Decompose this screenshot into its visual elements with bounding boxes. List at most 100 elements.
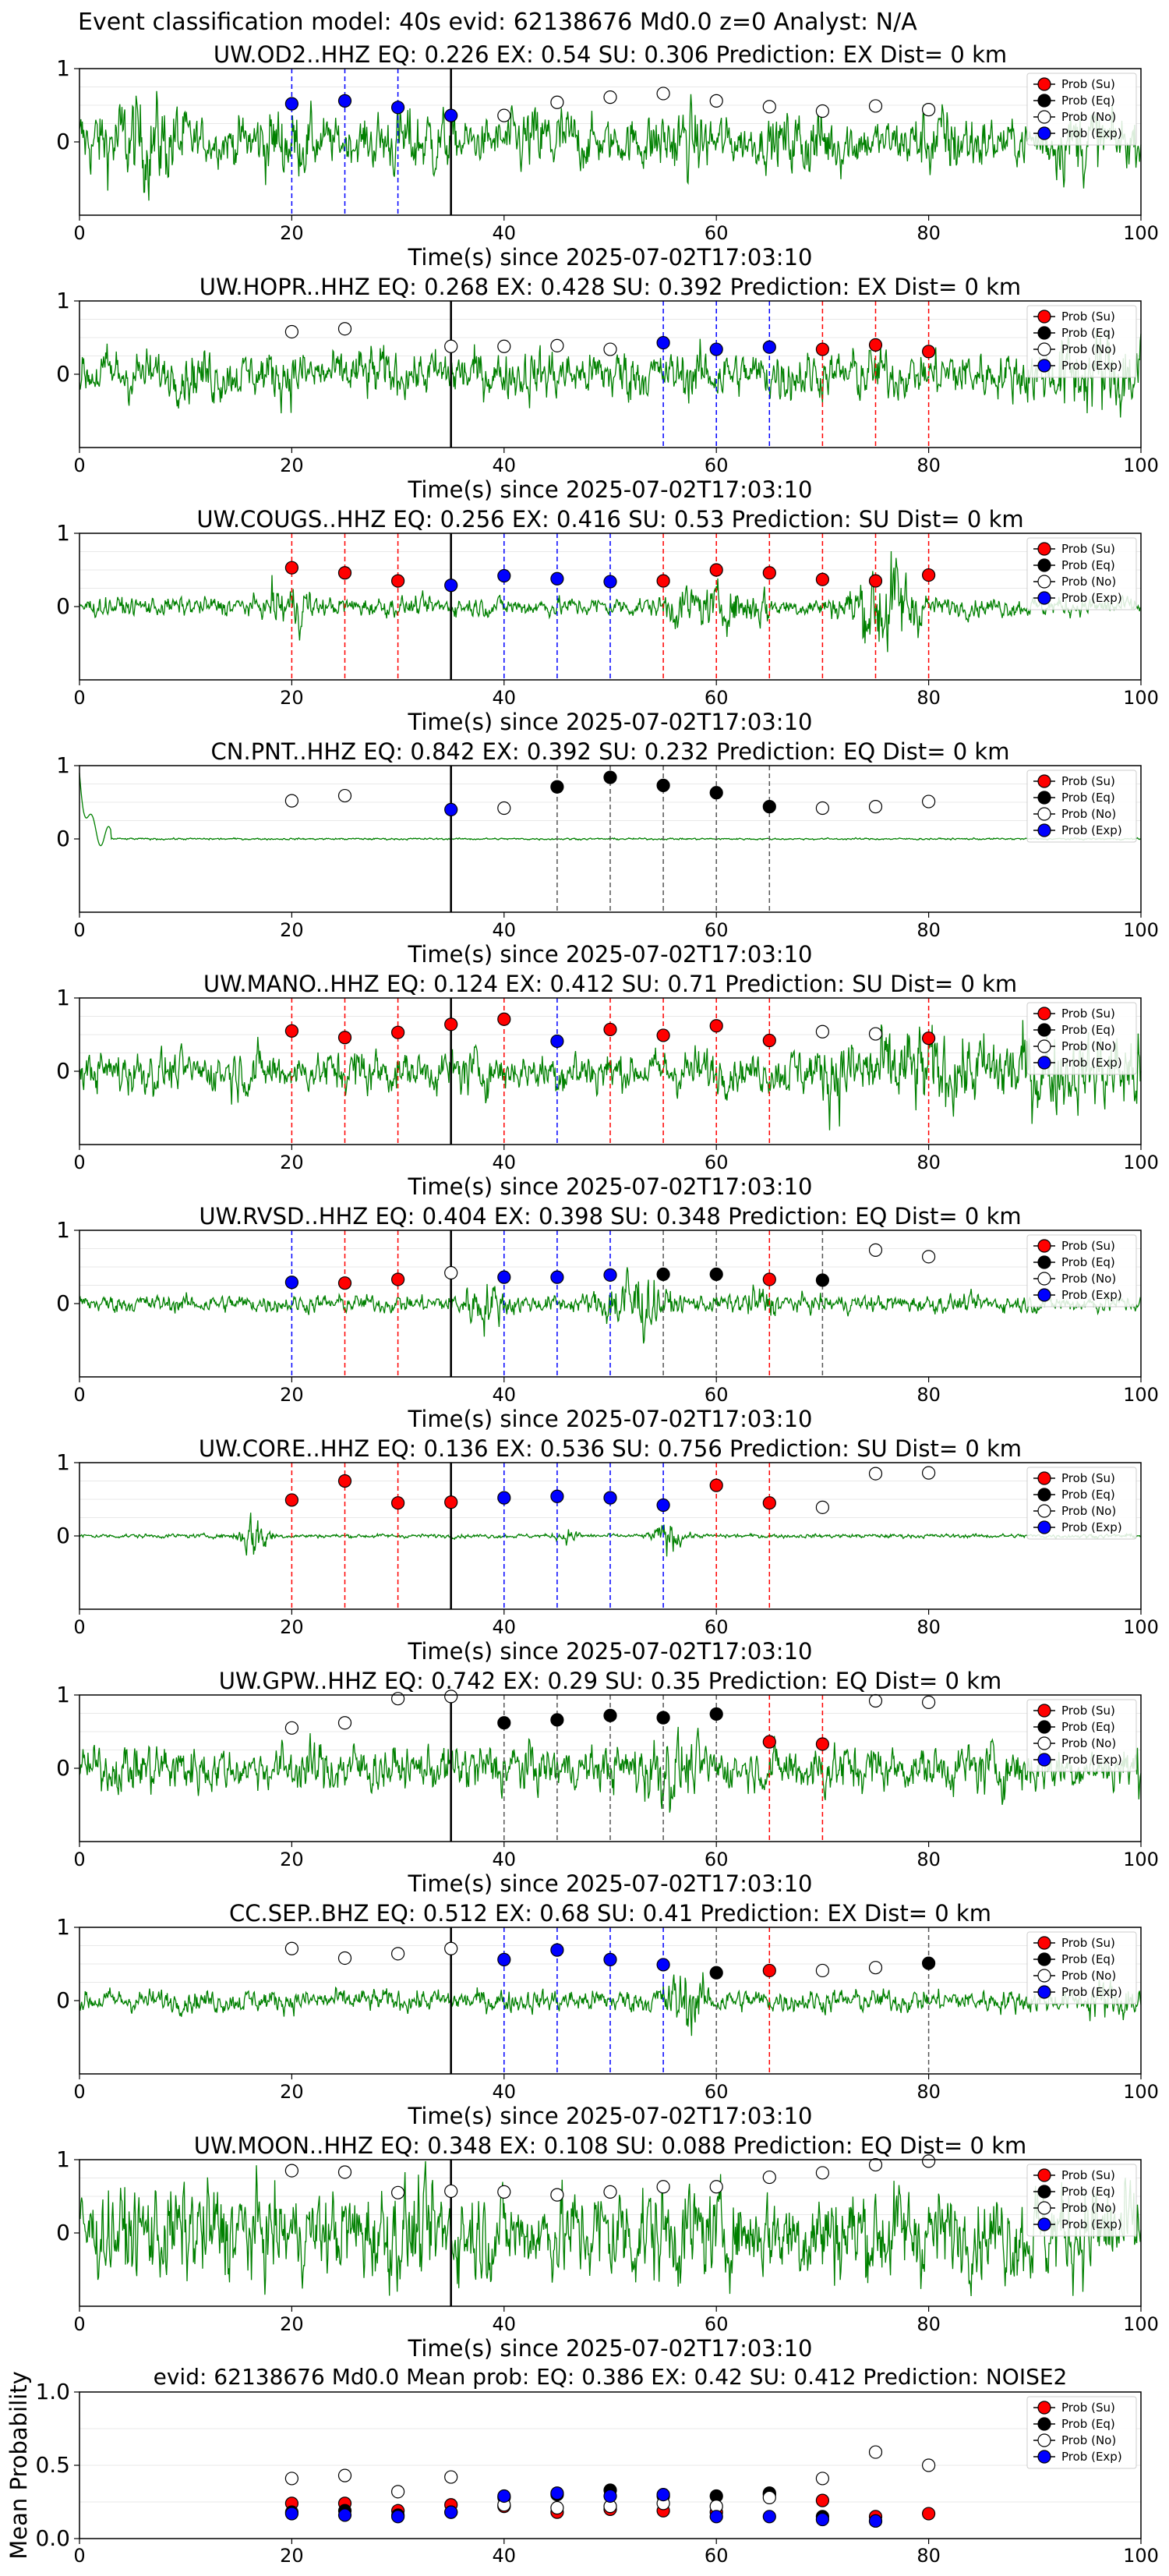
probability-point — [815, 1737, 830, 1751]
probability-point — [709, 1707, 723, 1721]
legend-label-exp: Prob (Exp) — [1061, 591, 1122, 605]
legend-box — [1026, 537, 1137, 610]
x-tick-label: 40 — [493, 2545, 517, 2567]
legend-label-no: Prob (No) — [1061, 1969, 1116, 1983]
probability-point — [337, 788, 352, 803]
legend-label-eq: Prob (Eq) — [1061, 1255, 1115, 1269]
legend-label-eq: Prob (Eq) — [1061, 1720, 1115, 1734]
legend-label-su: Prob (Su) — [1061, 310, 1115, 324]
legend-marker-eq — [1037, 1488, 1051, 1502]
mean-point-exp — [709, 2510, 723, 2524]
x-axis-label: Time(s) since 2025-07-02T17:03:10 — [408, 476, 813, 503]
legend-label-exp: Prob (Exp) — [1061, 2217, 1122, 2231]
legend-label-eq: Prob (Eq) — [1061, 1023, 1115, 1037]
legend-label-no: Prob (No) — [1061, 1039, 1116, 1053]
legend-label-eq: Prob (Eq) — [1061, 558, 1115, 572]
probability-point — [391, 574, 405, 588]
mean-point-no — [284, 2472, 298, 2486]
waveform-trace — [79, 2160, 1142, 2297]
y-tick-label: 0 — [56, 1523, 70, 1548]
legend-label-exp: Prob (Exp) — [1061, 1288, 1122, 1302]
probability-point — [284, 1721, 298, 1735]
x-tick-label: 0 — [73, 222, 85, 244]
mean-point-no — [868, 2445, 883, 2459]
legend-label-no: Prob (No) — [1061, 1736, 1116, 1750]
legend-label-no: Prob (No) — [1061, 110, 1116, 124]
probability-point — [868, 800, 883, 814]
station-panel: UW.HOPR..HHZ EQ: 0.268 EX: 0.428 SU: 0.3… — [56, 274, 1159, 503]
x-axis-label: Time(s) since 2025-07-02T17:03:10 — [408, 2335, 813, 2362]
probability-point — [497, 2185, 511, 2199]
legend-label-exp: Prob (Exp) — [1061, 1753, 1122, 1767]
probability-point — [762, 1496, 776, 1510]
mean-point-exp — [444, 2505, 458, 2519]
station-panel: UW.MANO..HHZ EQ: 0.124 EX: 0.412 SU: 0.7… — [56, 971, 1159, 1200]
x-tick-label: 0 — [73, 1849, 85, 1870]
station-panel: UW.RVSD..HHZ EQ: 0.404 EX: 0.398 SU: 0.3… — [56, 1203, 1159, 1432]
legend-marker-no — [1037, 1736, 1051, 1750]
probability-point — [921, 568, 936, 582]
legend-marker-eq — [1037, 2417, 1051, 2431]
probability-point — [550, 1943, 564, 1957]
probability-point — [550, 1713, 564, 1727]
mean-probability-panel: evid: 62138676 Md0.0 Mean prob: EQ: 0.38… — [5, 2364, 1159, 2567]
probability-point — [709, 563, 723, 577]
legend-label-su: Prob (Su) — [1061, 77, 1115, 91]
probability-point — [497, 568, 511, 583]
legend-marker-su — [1037, 1704, 1051, 1718]
y-tick-label: 0 — [56, 826, 70, 851]
x-tick-label: 100 — [1123, 919, 1159, 941]
x-tick-label: 20 — [280, 1616, 304, 1638]
probability-point — [868, 1693, 883, 1708]
legend-label-su: Prob (Su) — [1061, 1471, 1115, 1485]
probability-point — [337, 322, 352, 336]
probability-point — [709, 1267, 723, 1282]
legend-label-su: Prob (Su) — [1061, 1239, 1115, 1253]
probability-point — [815, 801, 830, 816]
legend-label-exp: Prob (Exp) — [1061, 359, 1122, 373]
x-tick-label: 100 — [1123, 2081, 1159, 2103]
probability-point — [709, 1019, 723, 1033]
x-tick-label: 0 — [73, 2545, 85, 2567]
legend-box — [1026, 305, 1137, 378]
mean-point-su — [815, 2493, 830, 2507]
legend-marker-su — [1037, 1936, 1051, 1950]
legend-marker-no — [1037, 1039, 1051, 1053]
legend-marker-su — [1037, 1471, 1051, 1485]
y-tick-label: 1.0 — [35, 2379, 70, 2404]
legend-marker-no — [1037, 2201, 1051, 2215]
probability-point — [550, 780, 564, 794]
probability-point — [868, 1027, 883, 1041]
x-axis-label: Time(s) since 2025-07-02T17:03:10 — [408, 709, 813, 735]
x-tick-label: 0 — [73, 1384, 85, 1406]
probability-point — [550, 571, 564, 586]
probability-point — [921, 794, 936, 809]
legend-label-no: Prob (No) — [1061, 2433, 1116, 2447]
probability-point — [444, 1690, 458, 1704]
probability-point — [284, 1276, 298, 1290]
legend-label-no: Prob (No) — [1061, 1272, 1116, 1286]
probability-point — [815, 572, 830, 586]
probability-point — [762, 1735, 776, 1749]
legend-label-exp: Prob (Exp) — [1061, 1985, 1122, 1999]
mean-point-no — [550, 2500, 564, 2515]
probability-point — [391, 1272, 405, 1286]
x-tick-label: 40 — [493, 1152, 517, 1173]
figure-title: Event classification model: 40s evid: 62… — [78, 9, 917, 36]
legend-box — [1026, 2396, 1137, 2469]
x-tick-label: 100 — [1123, 1152, 1159, 1173]
y-tick-label: 0 — [56, 593, 70, 619]
probability-point — [709, 94, 723, 108]
legend-marker-exp — [1037, 1520, 1051, 1534]
legend-marker-eq — [1037, 1255, 1051, 1269]
x-tick-label: 60 — [705, 2313, 729, 2335]
probability-point — [444, 1017, 458, 1031]
y-axis-label: Mean Probability — [5, 2371, 32, 2560]
panel-title: CC.SEP..BHZ EQ: 0.512 EX: 0.68 SU: 0.41 … — [229, 1900, 991, 1927]
mean-point-no — [337, 2468, 352, 2482]
probability-point — [709, 1478, 723, 1492]
mean-point-exp — [762, 2510, 776, 2524]
probability-point — [550, 338, 564, 352]
probability-point — [444, 1265, 458, 1280]
x-axis-label: Time(s) since 2025-07-02T17:03:10 — [408, 2103, 813, 2129]
